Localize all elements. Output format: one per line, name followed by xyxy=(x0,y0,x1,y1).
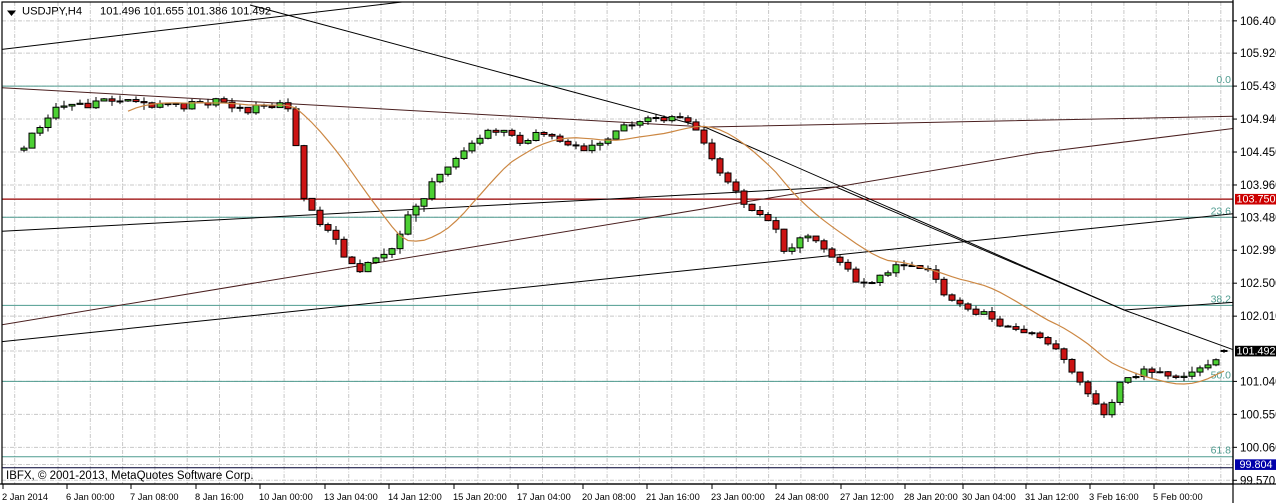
svg-text:20 Jan 08:00: 20 Jan 08:00 xyxy=(582,492,636,502)
svg-text:13 Jan 04:00: 13 Jan 04:00 xyxy=(324,492,378,502)
svg-text:14 Jan 12:00: 14 Jan 12:00 xyxy=(388,492,442,502)
svg-text:6 Jan 00:00: 6 Jan 00:00 xyxy=(66,492,115,502)
svg-text:27 Jan 12:00: 27 Jan 12:00 xyxy=(840,492,894,502)
svg-text:105.920: 105.920 xyxy=(1240,48,1276,60)
svg-text:61.8: 61.8 xyxy=(1211,445,1232,457)
svg-text:104.450: 104.450 xyxy=(1240,147,1276,159)
svg-text:10 Jan 00:00: 10 Jan 00:00 xyxy=(259,492,313,502)
svg-text:103.960: 103.960 xyxy=(1240,180,1276,192)
svg-text:21 Jan 16:00: 21 Jan 16:00 xyxy=(646,492,700,502)
svg-text:105.430: 105.430 xyxy=(1240,81,1276,93)
svg-text:17 Jan 04:00: 17 Jan 04:00 xyxy=(517,492,571,502)
svg-text:5 Feb 00:00: 5 Feb 00:00 xyxy=(1153,492,1203,502)
svg-text:30 Jan 04:00: 30 Jan 04:00 xyxy=(962,492,1016,502)
svg-text:15 Jan 20:00: 15 Jan 20:00 xyxy=(453,492,507,502)
svg-text:0.0: 0.0 xyxy=(1216,74,1231,86)
svg-text:2 Jan 2014: 2 Jan 2014 xyxy=(2,492,48,502)
svg-text:23 Jan 00:00: 23 Jan 00:00 xyxy=(711,492,765,502)
svg-text:102.990: 102.990 xyxy=(1240,245,1276,257)
svg-text:3 Feb 16:00: 3 Feb 16:00 xyxy=(1089,492,1139,502)
svg-text:103.480: 103.480 xyxy=(1240,212,1276,224)
svg-text:28 Jan 20:00: 28 Jan 20:00 xyxy=(904,492,958,502)
svg-text:99.570: 99.570 xyxy=(1240,475,1275,487)
svg-text:101.496 101.655 101.386 101.49: 101.496 101.655 101.386 101.492 xyxy=(100,6,271,18)
svg-text:100.550: 100.550 xyxy=(1240,409,1276,421)
svg-text:8 Jan 16:00: 8 Jan 16:00 xyxy=(195,492,244,502)
svg-text:101.492: 101.492 xyxy=(1236,345,1275,357)
svg-text:104.940: 104.940 xyxy=(1240,114,1276,126)
svg-text:31 Jan 12:00: 31 Jan 12:00 xyxy=(1025,492,1079,502)
svg-text:24 Jan 08:00: 24 Jan 08:00 xyxy=(775,492,829,502)
svg-text:101.040: 101.040 xyxy=(1240,376,1276,388)
svg-text:102.010: 102.010 xyxy=(1240,311,1276,323)
svg-text:100.060: 100.060 xyxy=(1240,442,1276,454)
svg-text:106.400: 106.400 xyxy=(1240,16,1276,28)
svg-text:103.750: 103.750 xyxy=(1236,193,1275,205)
svg-text:99.804: 99.804 xyxy=(1239,459,1272,471)
svg-text:7 Jan 08:00: 7 Jan 08:00 xyxy=(130,492,179,502)
svg-text:IBFX, © 2001-2013, MetaQuotes: IBFX, © 2001-2013, MetaQuotes Software C… xyxy=(6,470,254,482)
svg-text:102.500: 102.500 xyxy=(1240,278,1276,290)
svg-text:USDJPY,H4: USDJPY,H4 xyxy=(22,6,82,18)
